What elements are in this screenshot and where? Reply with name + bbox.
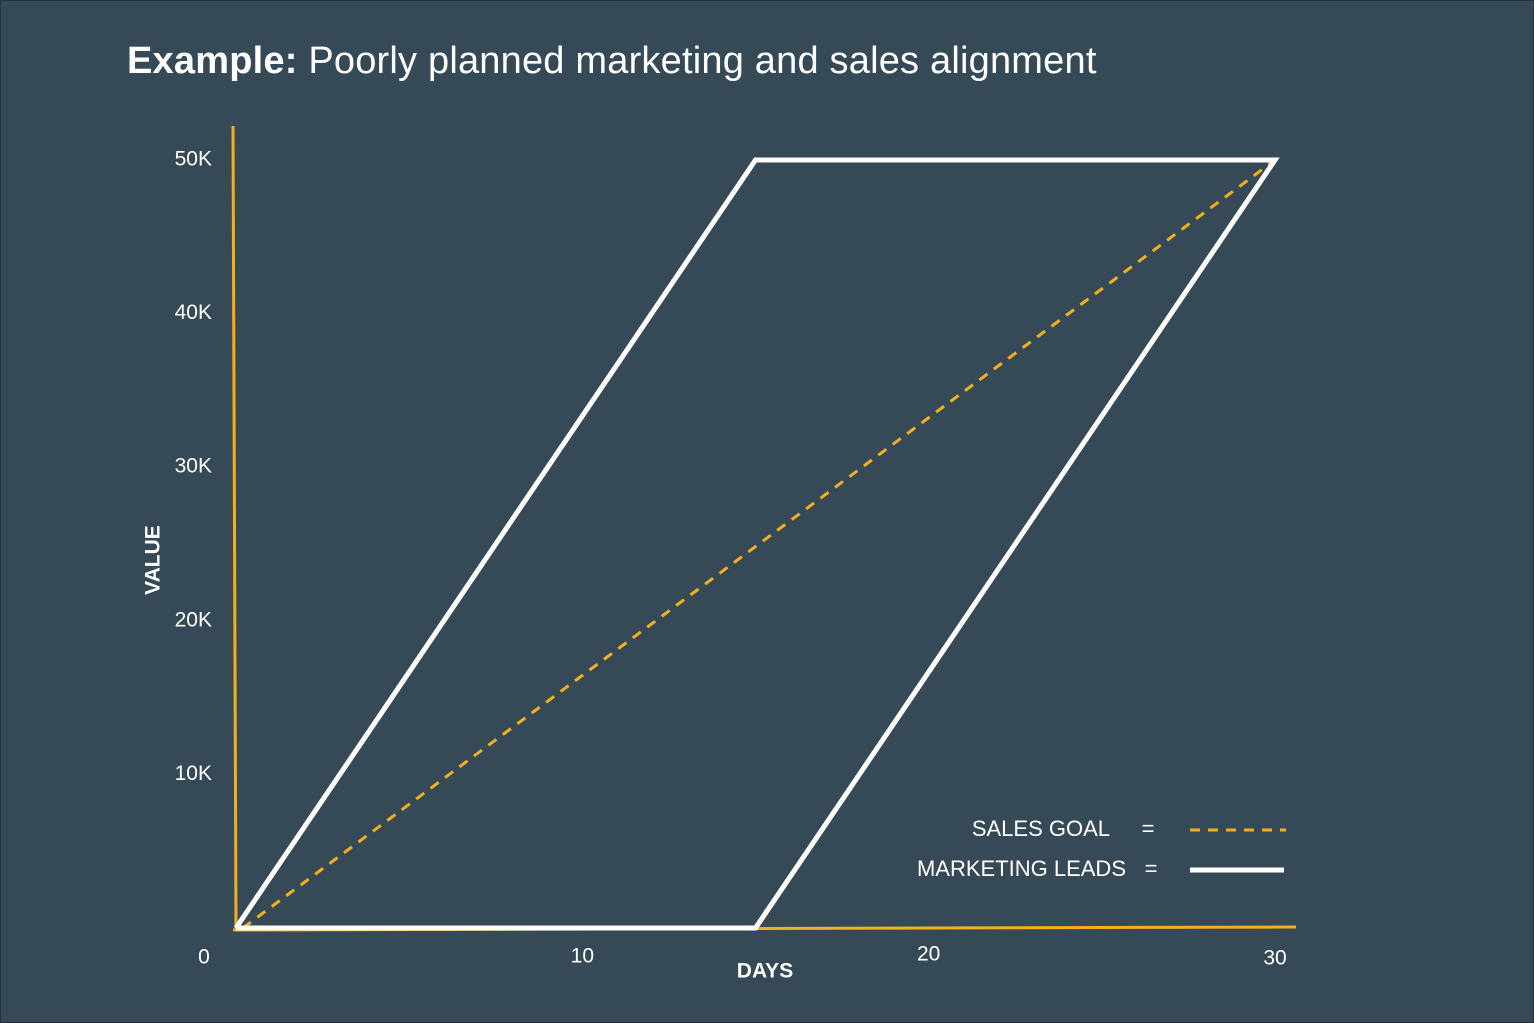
x-tick-label: 10 xyxy=(571,945,594,968)
legend-equals: = xyxy=(1145,856,1158,881)
y-tick-label: 20K xyxy=(175,608,212,631)
tick-labels: 0 10 20 30 10K 20K 30K 40K 50K xyxy=(175,148,1287,970)
legend-equals: = xyxy=(1142,816,1155,841)
x-tick-label: 20 xyxy=(917,943,940,966)
axis-titles: DAYS VALUE xyxy=(142,525,794,982)
series-line-marketing-leads xyxy=(233,157,1280,931)
chart-title-bold: Example: xyxy=(127,40,298,82)
legend-label-sales-goal: SALES GOAL xyxy=(972,816,1110,841)
chart-title-rest: Poorly planned marketing and sales align… xyxy=(297,40,1097,82)
y-tick-label: 10K xyxy=(175,762,212,785)
series-group xyxy=(233,157,1280,931)
y-axis-line xyxy=(231,125,238,931)
legend-label-marketing-leads: MARKETING LEADS xyxy=(917,856,1126,881)
legend: SALES GOAL = MARKETING LEADS = xyxy=(917,816,1286,881)
x-axis-title: DAYS xyxy=(737,960,793,983)
chart-title: Example: Poorly planned marketing and sa… xyxy=(127,40,1097,83)
y-tick-label: 50K xyxy=(175,148,212,171)
y-axis-title: VALUE xyxy=(142,525,165,595)
y-tick-label: 30K xyxy=(175,455,212,478)
x-tick-label: 30 xyxy=(1263,947,1286,970)
x-tick-label: 0 xyxy=(198,946,210,969)
y-tick-label: 40K xyxy=(175,301,212,324)
series-line-sales-goal xyxy=(242,158,1276,930)
axes xyxy=(231,125,1297,932)
